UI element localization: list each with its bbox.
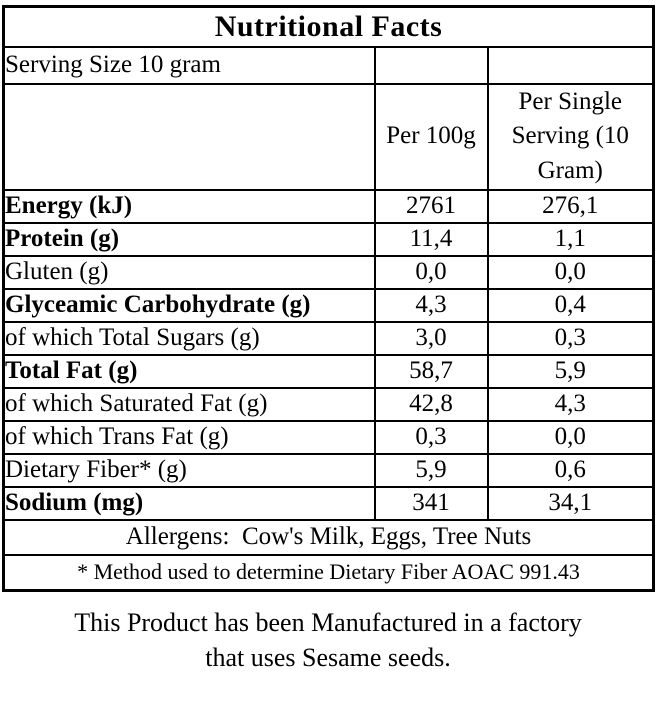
factory-notice-line2: that uses Sesame seeds. (205, 643, 451, 672)
nutrient-label: of which Trans Fat (g) (2, 419, 376, 455)
empty-header-cell (2, 82, 376, 191)
per-serving-value: 4,3 (486, 386, 655, 422)
nutrient-label: Dietary Fiber* (g) (2, 452, 376, 488)
nutrient-label: Protein (g) (2, 221, 376, 257)
footnote-text: * Method used to determine Dietary Fiber… (2, 553, 655, 592)
per-serving-value: 5,9 (486, 353, 655, 389)
footnote-row: * Method used to determine Dietary Fiber… (2, 553, 655, 592)
nutrient-label: Gluten (g) (2, 254, 376, 290)
nutrition-facts-table: Nutritional Facts Serving Size 10 gram P… (2, 5, 656, 592)
per-100g-value: 0,0 (373, 254, 489, 290)
per-100g-value: 0,3 (373, 419, 489, 455)
per-100g-value: 2761 (373, 188, 489, 224)
col-header-per-100g: Per 100g (373, 82, 489, 191)
serving-size-label: Serving Size 10 gram (2, 45, 376, 85)
factory-notice-line1: This Product has been Manufactured in a … (74, 608, 582, 637)
table-row-energy: Energy (kJ) 2761 276,1 (2, 188, 655, 224)
table-row-protein: Protein (g) 11,4 1,1 (2, 221, 655, 257)
per-serving-value: 34,1 (486, 485, 655, 521)
empty-cell (486, 45, 655, 85)
per-serving-value: 0,3 (486, 320, 655, 356)
per-100g-value: 11,4 (373, 221, 489, 257)
nutrient-label: Sodium (mg) (2, 485, 376, 521)
allergens-row: Allergens: Cow's Milk, Eggs, Tree Nuts (2, 518, 655, 556)
table-row-gluten: Gluten (g) 0,0 0,0 (2, 254, 655, 290)
per-100g-value: 4,3 (373, 287, 489, 323)
table-row-saturated-fat: of which Saturated Fat (g) 42,8 4,3 (2, 386, 655, 422)
empty-cell (373, 45, 489, 85)
per-100g-value: 42,8 (373, 386, 489, 422)
table-row-trans-fat: of which Trans Fat (g) 0,3 0,0 (2, 419, 655, 455)
per-100g-value: 341 (373, 485, 489, 521)
allergens-text: Allergens: Cow's Milk, Eggs, Tree Nuts (2, 518, 655, 556)
per-serving-value: 1,1 (486, 221, 655, 257)
per-serving-value: 0,6 (486, 452, 655, 488)
column-header-row: Per 100g Per Single Serving (10 Gram) (2, 82, 655, 191)
title-row: Nutritional Facts (2, 5, 655, 48)
factory-notice: This Product has been Manufactured in a … (0, 605, 656, 675)
serving-size-row: Serving Size 10 gram (2, 45, 655, 85)
table-title: Nutritional Facts (2, 5, 655, 48)
nutrient-label: Glyceamic Carbohydrate (g) (2, 287, 376, 323)
table-row-dietary-fiber: Dietary Fiber* (g) 5,9 0,6 (2, 452, 655, 488)
per-100g-value: 58,7 (373, 353, 489, 389)
table-row-glyceamic-carbohydrate: Glyceamic Carbohydrate (g) 4,3 0,4 (2, 287, 655, 323)
per-serving-value: 276,1 (486, 188, 655, 224)
nutrient-label: of which Saturated Fat (g) (2, 386, 376, 422)
nutrient-label: Total Fat (g) (2, 353, 376, 389)
table-row-total-sugars: of which Total Sugars (g) 3,0 0,3 (2, 320, 655, 356)
nutrient-label: of which Total Sugars (g) (2, 320, 376, 356)
per-100g-value: 3,0 (373, 320, 489, 356)
per-serving-value: 0,4 (486, 287, 655, 323)
col-header-per-serving: Per Single Serving (10 Gram) (486, 82, 655, 191)
nutrient-label: Energy (kJ) (2, 188, 376, 224)
per-serving-value: 0,0 (486, 254, 655, 290)
table-row-total-fat: Total Fat (g) 58,7 5,9 (2, 353, 655, 389)
table-row-sodium: Sodium (mg) 341 34,1 (2, 485, 655, 521)
per-serving-value: 0,0 (486, 419, 655, 455)
per-100g-value: 5,9 (373, 452, 489, 488)
